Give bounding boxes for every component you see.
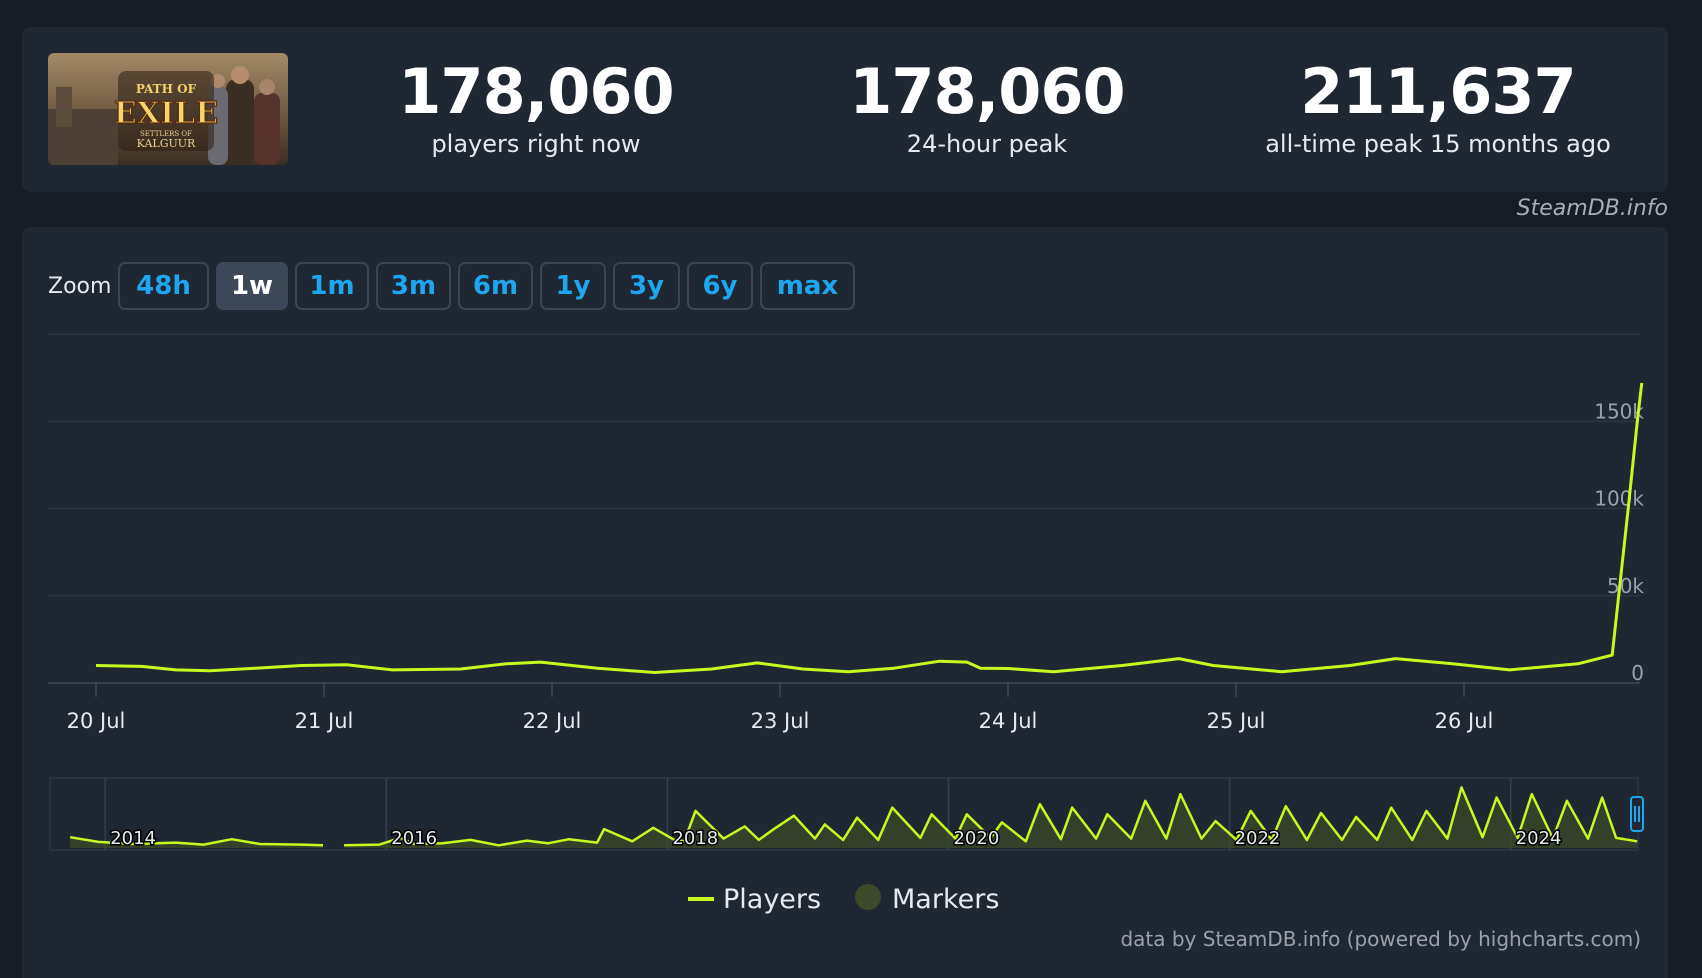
- x-tick-label: 26 Jul: [1435, 709, 1494, 733]
- stat-current-players: 178,060 players right now: [316, 55, 756, 159]
- y-tick-label: 0: [1631, 661, 1644, 685]
- logo-line-4: KALGUUR: [137, 137, 196, 150]
- current-players-label: players right now: [431, 130, 641, 158]
- zoom-48h-button[interactable]: 48h: [118, 262, 209, 310]
- zoom-max-button[interactable]: max: [760, 262, 855, 310]
- legend-markers[interactable]: Markers: [892, 884, 999, 915]
- x-tick-label: 20 Jul: [67, 709, 126, 733]
- logo-line-1: PATH OF: [136, 82, 197, 96]
- navigator[interactable]: 2014 2016 2018 2020 2022 2024: [49, 777, 1644, 851]
- x-tick-label: 25 Jul: [1207, 709, 1266, 733]
- legend-players[interactable]: Players: [723, 884, 821, 915]
- zoom-3m-button[interactable]: 3m: [376, 262, 451, 310]
- legend: Players Markers: [688, 884, 999, 915]
- game-thumbnail[interactable]: PATH OF EXILE SETTLERS OF KALGUUR: [48, 53, 288, 165]
- current-players-value: 178,060: [398, 55, 674, 128]
- x-tick-label: 22 Jul: [523, 709, 582, 733]
- legend-markers-dot: [855, 884, 881, 910]
- players-series-line[interactable]: [95, 382, 1644, 674]
- y-tick-label: 50k: [1607, 574, 1644, 598]
- stat-all-time-peak: 211,637 all-time peak 15 months ago: [1218, 55, 1658, 159]
- x-axis-labels: 20 Jul 21 Jul 22 Jul 23 Jul 24 Jul 25 Jul 26 J…: [67, 683, 1494, 733]
- navigator-line: [69, 786, 1638, 847]
- game-logo: PATH OF EXILE SETTLERS OF KALGUUR: [48, 53, 288, 165]
- grid-lines: [48, 333, 1640, 684]
- steamdb-credit-link[interactable]: SteamDB.info: [1516, 196, 1668, 221]
- x-tick-label: 23 Jul: [751, 709, 810, 733]
- navigator-year-label: 2020: [953, 828, 999, 849]
- all-time-peak-value: 211,637: [1300, 55, 1576, 128]
- peak-24h-value: 178,060: [849, 55, 1125, 128]
- navigator-year-labels: 2014 2016 2018 2020 2022 2024: [109, 827, 1563, 851]
- zoom-1m-button[interactable]: 1m: [295, 262, 369, 310]
- zoom-6y-button[interactable]: 6y: [687, 262, 753, 310]
- stat-24h-peak: 178,060 24-hour peak: [767, 55, 1207, 159]
- logo-line-2: EXILE: [114, 96, 218, 131]
- navigator-year-label: 2018: [672, 828, 718, 849]
- logo-line-3: SETTLERS OF: [140, 130, 192, 138]
- navigator-year-label: 2024: [1516, 828, 1562, 849]
- peak-24h-label: 24-hour peak: [906, 130, 1068, 158]
- zoom-3y-button[interactable]: 3y: [613, 262, 680, 310]
- x-tick-label: 24 Jul: [979, 709, 1038, 733]
- navigator-year-label: 2016: [391, 828, 437, 849]
- x-tick-label: 21 Jul: [295, 709, 354, 733]
- navigator-year-label: 2014: [110, 828, 156, 849]
- zoom-1y-button[interactable]: 1y: [540, 262, 606, 310]
- zoom-6m-button[interactable]: 6m: [458, 262, 533, 310]
- navigator-area: [70, 787, 1638, 848]
- stats-panel: PATH OF EXILE SETTLERS OF KALGUUR 178,06…: [22, 27, 1668, 192]
- chart-panel: [22, 227, 1668, 978]
- navigator-handle[interactable]: [1630, 796, 1644, 832]
- y-tick-label: 100k: [1594, 487, 1644, 511]
- highcharts-credit[interactable]: data by SteamDB.info (powered by highcha…: [1120, 927, 1641, 951]
- navigator-year-label: 2022: [1235, 828, 1281, 849]
- all-time-peak-label: all-time peak 15 months ago: [1265, 130, 1611, 158]
- zoom-1w-button[interactable]: 1w: [216, 262, 288, 310]
- zoom-label: Zoom: [48, 274, 112, 299]
